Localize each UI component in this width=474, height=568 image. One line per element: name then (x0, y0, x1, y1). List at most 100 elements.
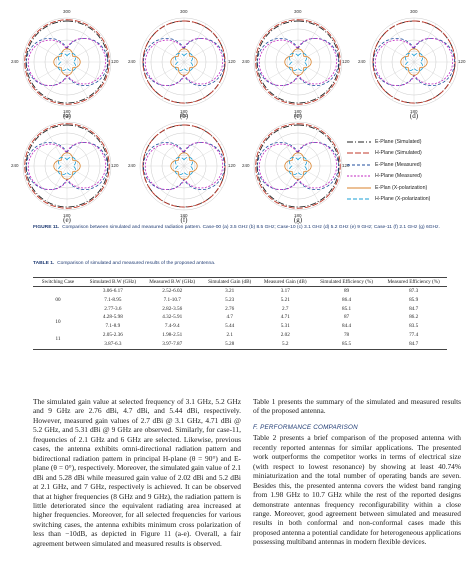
body-paragraph-right-intro: Table 1 presents the summary of the simu… (253, 397, 461, 416)
angle-label-left: 240 (242, 163, 250, 168)
table-row: 11 2.05-2.36 1.98-2.51 2.1 2.02 78 77.4 (33, 331, 447, 342)
switching-case-cell: 11 (55, 336, 61, 343)
pattern-curve (25, 124, 109, 208)
table-cell: 77.4 (409, 331, 419, 338)
table-cell: 4.32-5.91 (162, 314, 183, 321)
pattern-curve (288, 156, 308, 176)
table-cell: 85.1 (342, 305, 352, 312)
section-heading: F. PERFORMANCE COMPARISON (253, 423, 358, 431)
body-paragraph-left: The simulated gain value at selected fre… (33, 397, 241, 548)
grid-spoke (66, 39, 106, 63)
pattern-curve (142, 20, 226, 104)
polar-plot (253, 17, 343, 107)
grid-spoke (183, 39, 223, 63)
pattern-curve (24, 19, 110, 105)
pattern-curve (142, 124, 226, 208)
header-measured-bw: Measured B.W (GHz) (149, 279, 196, 285)
grid-spoke (44, 165, 68, 205)
table-cell: 2.1 (226, 331, 233, 338)
grid-spoke (66, 23, 90, 63)
table-cell: 85.5 (342, 340, 352, 347)
angle-label-bottom: 180 (294, 213, 302, 218)
legend-label: H-Plane (Simulated) (375, 150, 422, 157)
table-row: 7.1-8.95 7.1-10.7 5.23 5.21 86.4 85.9 (33, 296, 447, 305)
angle-label-top: 300 (63, 113, 71, 118)
table-cell: 7.1-8.95 (104, 296, 122, 303)
angle-label-right: 120 (111, 59, 119, 64)
pattern-curve (174, 156, 194, 176)
angle-label-bottom: 180 (63, 213, 71, 218)
pattern-curve (255, 123, 341, 209)
header-measured-efficiency: Measured Efficiency (%) (387, 279, 440, 285)
polar-plot (369, 17, 459, 107)
grid-spoke (28, 165, 68, 189)
pattern-curve (256, 124, 340, 208)
grid-spoke (66, 143, 106, 167)
body-column-left: The simulated gain value at selected fre… (33, 397, 241, 548)
header-measured-gain: Measured Gain (dB) (263, 279, 307, 285)
pattern-curve (255, 19, 341, 105)
pattern-curve (27, 141, 107, 191)
angle-label-left: 240 (128, 59, 136, 64)
table-caption-text: Comparison of simulated and measured res… (57, 261, 216, 266)
grid-spoke (275, 23, 299, 63)
legend-swatch (347, 175, 371, 177)
grid-spoke (44, 127, 68, 167)
pattern-curve (174, 52, 194, 72)
panel-label: (g) (293, 216, 303, 224)
angle-label-left: 240 (128, 163, 136, 168)
pattern-curve (53, 48, 81, 76)
table-cell: 83.5 (409, 323, 419, 330)
table-cell: 87 (343, 314, 350, 321)
grid-spoke (28, 39, 68, 63)
grid-spoke (44, 23, 68, 63)
grid-spoke (28, 143, 68, 167)
table-cell: 3.21 (225, 288, 235, 294)
table-cell: 86.4 (342, 296, 352, 303)
legend-entry: E-Plane (Measured) (346, 159, 472, 171)
table-cell: 3.06-6.17 (102, 288, 123, 294)
grid-spoke (297, 61, 321, 101)
pattern-curve (288, 52, 308, 72)
panel-label: (c) (294, 112, 302, 120)
legend-entry: H-Plane (Simulated) (346, 148, 472, 160)
pattern-curve (374, 37, 454, 87)
grid-spoke (297, 165, 321, 205)
angle-label-right: 120 (228, 163, 236, 168)
pattern-curve (142, 20, 226, 104)
panel-label: (e) (63, 216, 71, 224)
grid-spoke (66, 61, 90, 101)
header-simulated-gain: Simulated Gain (dB) (208, 279, 252, 285)
table-cell: 84.7 (409, 340, 419, 347)
pattern-curve (284, 152, 312, 180)
pattern-curve (256, 20, 340, 104)
table-cell: 3.97-7.87 (162, 340, 183, 347)
grid-spoke (375, 61, 415, 85)
header-simulated-efficiency: Simulated Efficiency (%) (320, 279, 374, 285)
grid-spoke (297, 23, 321, 63)
legend-swatch (347, 198, 371, 200)
angle-label-top: 300 (410, 9, 418, 14)
grid-spoke (183, 143, 223, 167)
angle-label-right: 120 (111, 163, 119, 168)
legend-label: E-Plane (Simulated) (375, 138, 422, 145)
grid-spoke (275, 165, 299, 205)
table-cell: 5.28 (225, 340, 235, 347)
grid-spoke (183, 165, 223, 189)
grid-spoke (183, 61, 207, 101)
table-cell: 7.4-9.4 (164, 323, 180, 330)
polar-plot (139, 17, 229, 107)
table-row: 2.77-3.6 2.82-3.56 2.76 2.7 85.1 84.7 (33, 305, 447, 314)
grid-spoke (275, 127, 299, 167)
polar-plot (22, 121, 112, 211)
table-cell: 3.17 (280, 288, 290, 294)
angle-label-top: 300 (180, 113, 188, 118)
pattern-curve (258, 37, 338, 87)
pattern-curve (25, 20, 109, 104)
table-cell: 3.87-6.3 (104, 340, 122, 347)
grid-spoke (297, 61, 337, 85)
legend-label: H-Plane (X-polarization) (375, 196, 431, 203)
legend-entry: E-Plane (Simulated) (346, 136, 472, 148)
header-switching-case: Switching Case (41, 279, 75, 285)
pattern-curve (400, 48, 428, 76)
